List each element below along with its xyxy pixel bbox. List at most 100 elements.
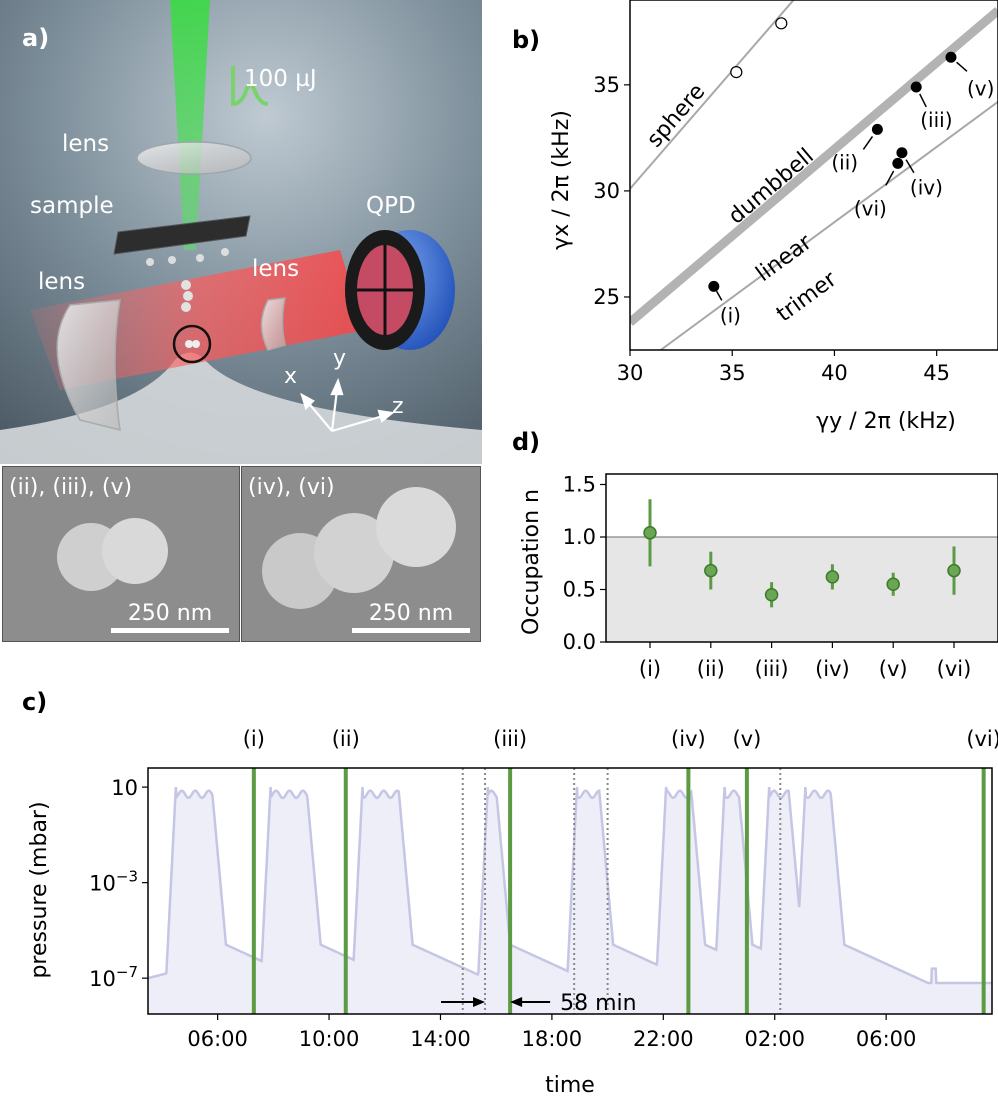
- d-ytick-label-1: 0.5: [563, 578, 596, 602]
- sample-slide: [113, 215, 251, 255]
- open-point-1: [775, 17, 788, 30]
- sem-image-trimer: (iv), (vi) 250 nm: [241, 466, 481, 642]
- annotation-arrowhead-right: [510, 997, 523, 1008]
- panel-c-label: c): [22, 688, 47, 716]
- label-dumbbell: dumbbell: [724, 144, 819, 230]
- pressure-line: [147, 786, 992, 985]
- d-ytick-label-0: 0.0: [563, 630, 596, 654]
- d-ytick-label-2: 1.0: [563, 525, 596, 549]
- point-3: [896, 147, 908, 159]
- d-xtick-label-3: (iv): [815, 657, 850, 681]
- chart-d-frame: [605, 473, 998, 643]
- line-dumbbell: [630, 7, 998, 326]
- axis-y-label: y: [333, 346, 347, 371]
- label-trimer: trimer: [772, 266, 842, 327]
- d-xtick-label-4: (v): [879, 657, 908, 681]
- b-xtick-label-0: 30: [617, 361, 644, 385]
- sem-dimer-scale-text: 250 nm: [127, 601, 213, 626]
- axes-icon: [300, 377, 395, 433]
- panel-b-label: b): [512, 26, 540, 54]
- label-linear: linear: [752, 229, 818, 287]
- annotation-arrowhead-left: [473, 997, 486, 1008]
- axis-z-label: z: [392, 394, 404, 419]
- chart-b-ylabel: γx / 2π (kHz): [549, 110, 574, 250]
- left-lens-shape: [56, 299, 121, 431]
- line-linear-trimer: [660, 101, 998, 350]
- arrow-0: [715, 290, 723, 301]
- chart-b-frame: [629, 0, 998, 351]
- point-label-0: (i): [720, 303, 741, 327]
- occupation-point-5: [947, 563, 961, 578]
- chart-c-frame: [147, 767, 993, 1015]
- event-label-1: (ii): [332, 727, 360, 751]
- d-ytick-label-3: 1.5: [563, 473, 596, 497]
- sem-trimer-scalebar: 250 nm: [352, 601, 470, 633]
- right-lens-shape: [260, 297, 286, 351]
- c-ytick-label-2: 10−7: [89, 963, 138, 991]
- event-label-0: (i): [243, 727, 265, 751]
- b-ytick-label-0: 25: [593, 285, 620, 309]
- d-xtick-label-5: (vi): [937, 657, 972, 681]
- pulse-icon: [231, 66, 269, 107]
- point-label-2: (iii): [920, 108, 952, 132]
- c-xtick-label-5: 02:00: [744, 1027, 805, 1051]
- event-label-5: (vi): [966, 727, 998, 751]
- occupation-point-3: [825, 570, 840, 584]
- b-ytick-label-1: 30: [593, 179, 620, 203]
- line-sphere: [630, 0, 795, 190]
- occupation-point-0: [643, 526, 657, 540]
- c-xtick-label-6: 06:00: [856, 1027, 917, 1051]
- setup-illustration: [0, 0, 482, 464]
- axis-x-label: x: [284, 364, 298, 389]
- occupation-point-4: [886, 577, 900, 591]
- point-5: [892, 157, 904, 169]
- sem-trimer-picture: [242, 467, 480, 641]
- arrow-2: [919, 93, 927, 108]
- panel-d-label: d): [512, 430, 540, 456]
- b-xtick-label-2: 40: [821, 361, 848, 385]
- event-label-4: (v): [732, 727, 761, 751]
- panel-a-illustration: a) 100 µJ lens sample lens lens QPD x y …: [0, 0, 482, 464]
- left-lens-label: lens: [38, 269, 86, 295]
- point-label-3: (iv): [910, 176, 943, 200]
- top-lens-shape: [136, 141, 252, 175]
- chart-b-xlabel: γy / 2π (kHz): [816, 409, 956, 434]
- trap-circle: [172, 324, 212, 364]
- label-sphere: sphere: [642, 79, 710, 152]
- chart-c-ylabel: pressure (mbar): [27, 801, 52, 978]
- chart-c-pressure: c) (i) (ii) (iii) (iv) (v) (vi) 58 min 06:00 10:…: [22, 688, 998, 1098]
- d-xtick-label-0: (i): [639, 657, 661, 681]
- chart-d-occupation: d) (i) (ii) (iii) (iv) (v) (vi) 0.0 0.5 1.0 1.5 O…: [512, 430, 998, 681]
- occupation-point-2: [764, 588, 779, 602]
- event-label-3: (iv): [671, 727, 706, 751]
- annotation-text: 58 min: [560, 991, 636, 1016]
- arrow-3: [905, 159, 915, 174]
- point-label-4: (v): [967, 76, 994, 100]
- point-0: [708, 280, 720, 292]
- b-xtick-label-1: 35: [719, 361, 746, 385]
- c-xtick-label-0: 06:00: [187, 1027, 248, 1051]
- sem-dimer-picture: [3, 467, 239, 641]
- point-1: [871, 123, 883, 135]
- sem-trimer-scale-text: 250 nm: [368, 601, 454, 626]
- panel-a-label: a): [22, 24, 50, 52]
- b-ytick-label-2: 35: [593, 73, 620, 97]
- point-4: [945, 51, 957, 63]
- sem-dimer-label: (ii), (iii), (v): [9, 475, 133, 500]
- d-xtick-label-1: (ii): [697, 657, 725, 681]
- qpd-label: QPD: [366, 193, 416, 219]
- sample-label: sample: [30, 193, 114, 219]
- sem-trimer-label: (iv), (vi): [248, 475, 335, 500]
- c-xtick-label-1: 10:00: [299, 1027, 360, 1051]
- arrow-5: [885, 170, 895, 186]
- occupation-point-1: [704, 563, 718, 578]
- c-ytick-label-0: 10: [111, 776, 138, 800]
- event-label-2: (iii): [493, 727, 527, 751]
- right-lens-label: lens: [252, 256, 300, 282]
- open-point-0: [730, 66, 743, 79]
- c-xtick-label-2: 14:00: [410, 1027, 471, 1051]
- pulse-energy-label: 100 µJ: [244, 66, 317, 92]
- point-label-5: (vi): [854, 196, 887, 220]
- d-xtick-label-2: (iii): [755, 657, 789, 681]
